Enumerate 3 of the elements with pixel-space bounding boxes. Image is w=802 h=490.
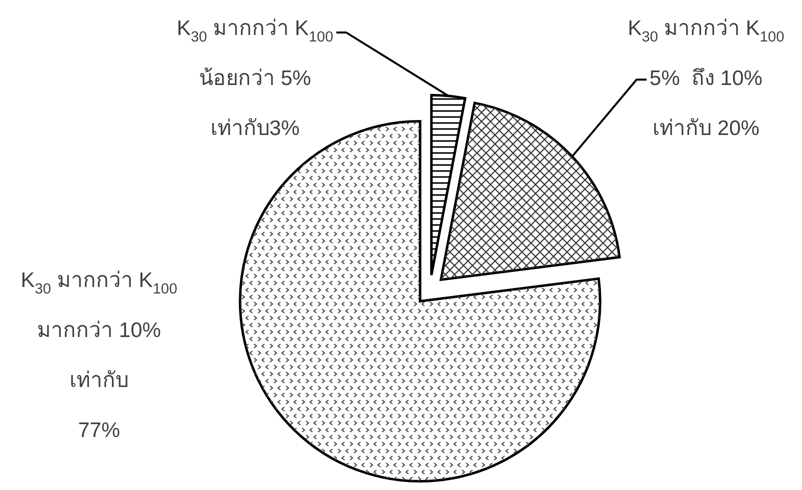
- category-label: K$_{30}$ มากกว่า K$_{100}$ น้อยกว่า 5% เท่ากับ3%: [176, 17, 334, 140]
- category-label: K$_{30}$ มากกว่า K$_{100}$ 5% ถึง 10% เท่ากับ 20%: [628, 17, 784, 140]
- category-label: K$_{30}$ มากกว่า K$_{100}$ มากกว่า 10% เท่ากับ 77%: [20, 269, 178, 442]
